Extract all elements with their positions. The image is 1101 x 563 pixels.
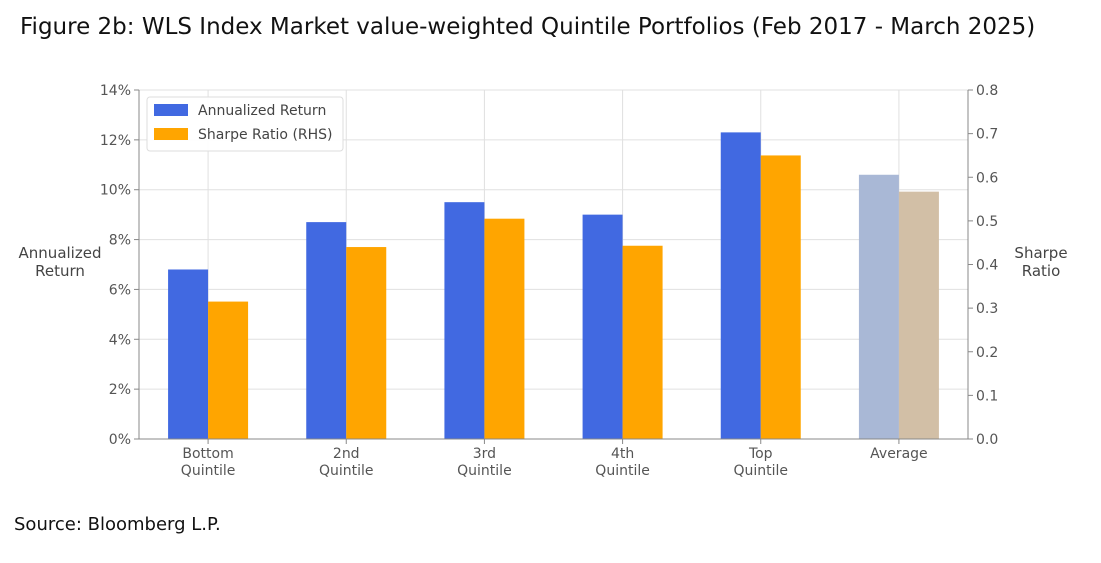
x-tick-label-line: Quintile (319, 463, 374, 479)
bar-annualized-return (582, 214, 623, 439)
x-tick-label-line: Bottom (182, 446, 233, 462)
x-tick-label-line: 3rd (473, 446, 496, 462)
y-right-tick-label: 0.0 (976, 432, 998, 448)
x-tick-label: 3rd Quintile (457, 446, 512, 479)
x-tick-label: Average (870, 446, 928, 462)
y-left-axis-title: Annualized Return (19, 244, 102, 280)
legend: Annualized Return Sharpe Ratio (RHS) (146, 96, 344, 152)
y-right-axis-title: Sharpe Ratio (1014, 244, 1067, 280)
y-left-tick-label: 4% (109, 332, 131, 348)
y-right-axis-title-line: Ratio (1022, 262, 1061, 280)
y-left-axis-title-line: Annualized (19, 244, 102, 262)
bar-sharpe-ratio (484, 218, 525, 439)
y-right-tick-label: 0.4 (976, 258, 998, 274)
x-tick-label-line: Top (748, 446, 773, 462)
bar-annualized-return (306, 222, 347, 439)
x-tick-label: 4th Quintile (595, 446, 650, 479)
legend-swatch (154, 128, 188, 140)
y-right-tick-label: 0.1 (976, 388, 998, 404)
bar-sharpe-ratio (346, 247, 387, 439)
x-tick-label-line: Quintile (181, 463, 236, 479)
y-left-tick-label: 6% (109, 282, 131, 298)
y-left-tick-label: 14% (100, 83, 131, 99)
bar-sharpe-ratio (898, 191, 939, 439)
bar-annualized-return (168, 269, 209, 439)
bar-annualized-return (720, 132, 761, 439)
y-left-tick-label: 2% (109, 382, 131, 398)
x-tick-label: 2nd Quintile (319, 446, 374, 479)
y-right-tick-label: 0.5 (976, 214, 998, 230)
bar-annualized-return (444, 202, 485, 439)
x-tick-label: Top Quintile (733, 446, 788, 479)
chart-title: Figure 2b: WLS Index Market value-weight… (20, 14, 1036, 40)
x-tick-label-line: 4th (611, 446, 634, 462)
y-left-tick-label: 8% (109, 233, 131, 249)
bar-sharpe-ratio (760, 155, 801, 439)
legend-swatch (154, 104, 188, 116)
y-right-tick-label: 0.7 (976, 127, 998, 143)
legend-label: Annualized Return (198, 103, 326, 119)
y-left-axis-title-line: Return (35, 262, 85, 280)
x-tick-label-line: Quintile (595, 463, 650, 479)
x-tick-label-line: Quintile (457, 463, 512, 479)
bar-sharpe-ratio (622, 245, 663, 439)
y-right-axis-title-line: Sharpe (1014, 244, 1067, 262)
y-left-tick-label: 10% (100, 183, 131, 199)
source-note: Source: Bloomberg L.P. (14, 514, 221, 535)
legend-label: Sharpe Ratio (RHS) (198, 127, 333, 143)
y-right-tick-label: 0.8 (976, 83, 998, 99)
y-right-tick-label: 0.3 (976, 301, 998, 317)
y-right-tick-label: 0.6 (976, 170, 998, 186)
y-left-tick-label: 0% (109, 432, 131, 448)
axes-layer: 0% 2% 4% 6% 8% 10% 12% 14% 0.0 0.1 0.2 0.3 0.4 0.5 0.6… (19, 83, 1068, 479)
x-tick-label-line: Average (870, 446, 928, 462)
x-tick-label-line: Quintile (733, 463, 788, 479)
bars-layer (168, 132, 939, 439)
y-right-tick-label: 0.2 (976, 345, 998, 361)
x-tick-label-line: 2nd (333, 446, 360, 462)
y-left-tick-label: 12% (100, 133, 131, 149)
bar-annualized-return (858, 174, 899, 439)
x-tick-label: Bottom Quintile (181, 446, 236, 479)
legend-box (146, 96, 344, 152)
bar-sharpe-ratio (208, 301, 249, 439)
